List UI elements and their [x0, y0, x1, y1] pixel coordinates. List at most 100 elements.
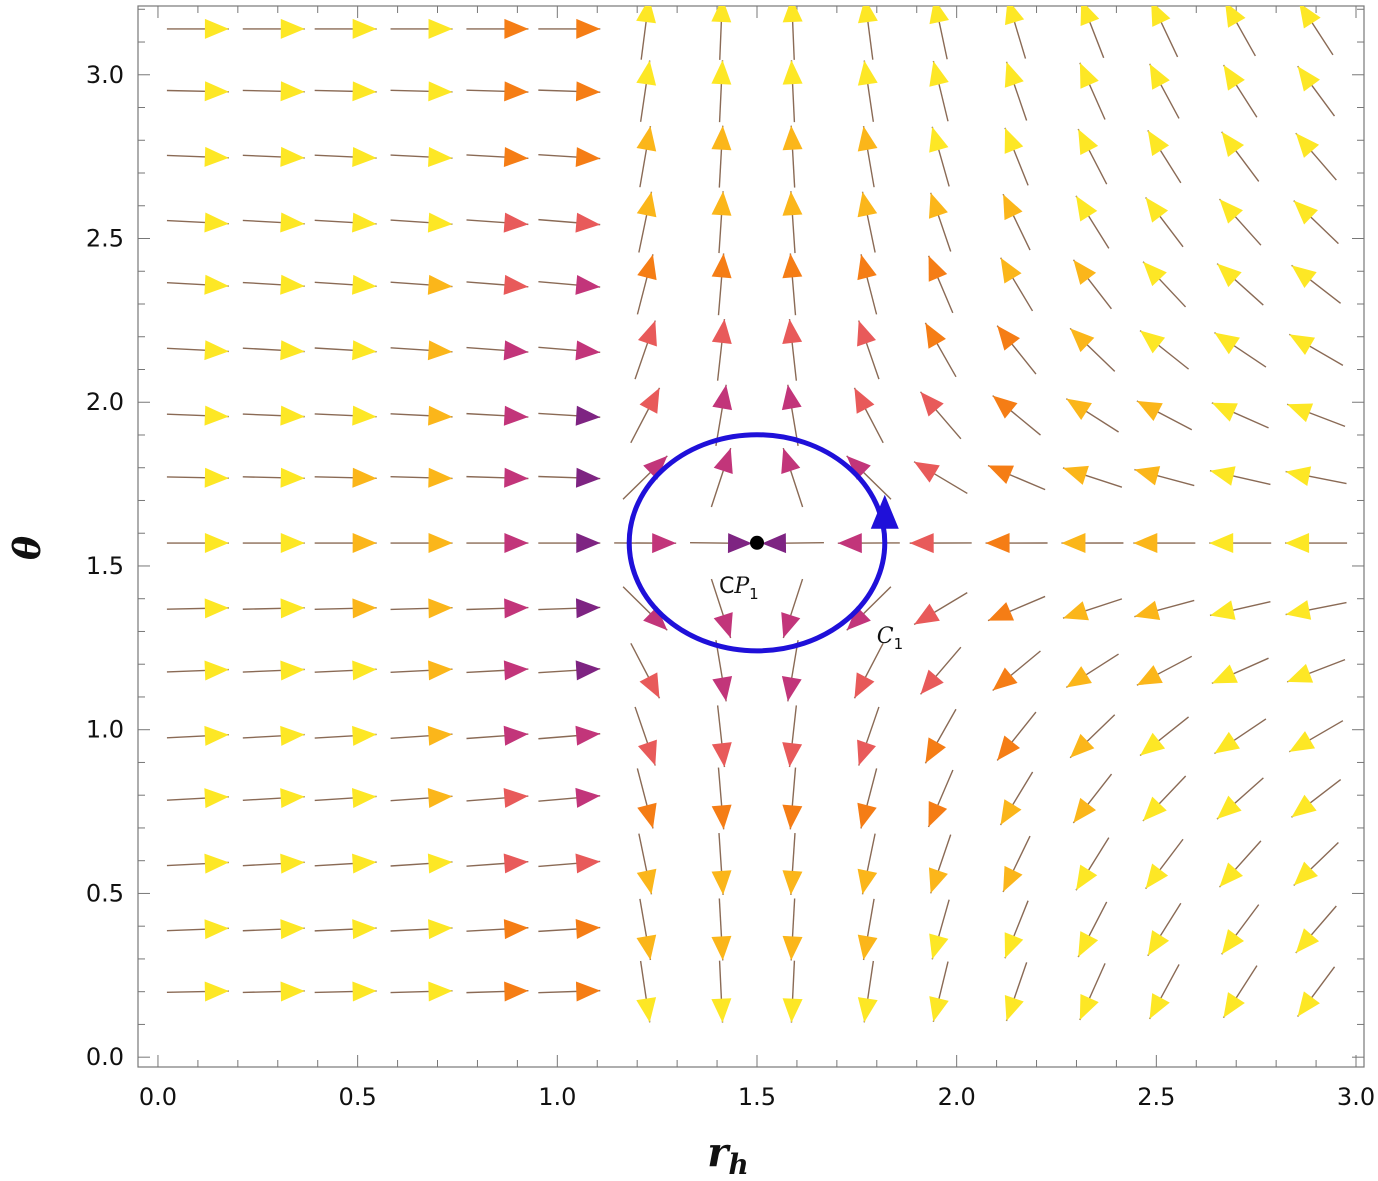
field-arrow — [314, 146, 377, 167]
field-arrow — [781, 640, 802, 702]
field-arrow — [614, 533, 677, 554]
field-arrow — [466, 467, 529, 488]
field-arrow — [390, 274, 453, 295]
field-arrow — [622, 455, 668, 500]
field-arrow — [166, 788, 229, 809]
field-arrow — [1286, 403, 1346, 428]
field-arrow — [846, 586, 892, 631]
field-arrow — [314, 340, 377, 361]
field-arrow — [1142, 775, 1187, 822]
field-arrow — [466, 147, 529, 168]
field-arrow — [314, 919, 377, 940]
field-arrow — [1134, 599, 1195, 621]
field-arrow — [781, 578, 804, 639]
field-arrow — [782, 253, 803, 316]
field-arrow — [1291, 779, 1342, 818]
x-tick-label: 0.0 — [139, 1083, 177, 1111]
field-arrow — [1149, 63, 1180, 119]
contour-loop — [626, 432, 888, 654]
field-arrow — [1072, 259, 1112, 310]
vector-arrows — [166, 6, 1348, 1023]
field-arrow — [538, 147, 601, 168]
field-arrow — [913, 591, 968, 626]
field-arrow — [166, 274, 229, 295]
field-arrow — [166, 146, 229, 167]
y-tick-labels: 0.0 0.5 1.0 1.5 2.0 2.5 3.0 — [86, 61, 124, 1071]
field-arrow — [466, 81, 529, 102]
field-arrow — [1218, 840, 1262, 888]
field-arrow — [999, 771, 1034, 826]
field-arrow — [1209, 466, 1271, 486]
field-arrow — [466, 660, 529, 681]
field-arrow — [781, 447, 804, 508]
field-arrow — [1288, 333, 1344, 366]
field-arrow — [314, 18, 377, 39]
field-arrow — [1293, 841, 1339, 886]
field-arrow — [781, 384, 802, 447]
field-arrow — [782, 318, 803, 381]
x-tick-label: 2.0 — [938, 1083, 976, 1111]
field-arrow — [1214, 332, 1267, 368]
field-arrow — [929, 126, 950, 187]
contour-direction-arrow — [870, 494, 899, 529]
field-arrow — [1222, 965, 1258, 1019]
field-arrow — [242, 660, 305, 681]
field-arrow — [630, 642, 661, 699]
field-arrow — [1216, 263, 1264, 306]
field-arrow — [166, 598, 229, 619]
field-arrow — [924, 708, 957, 764]
field-arrow — [690, 533, 753, 554]
field-arrow — [390, 81, 453, 102]
field-arrow — [928, 192, 952, 252]
field-arrow — [466, 18, 529, 39]
field-arrow — [1225, 6, 1256, 57]
field-arrow — [466, 598, 529, 619]
field-arrow — [390, 598, 453, 619]
field-arrow — [712, 640, 733, 702]
field-arrow — [538, 787, 601, 808]
field-arrow — [466, 405, 529, 426]
field-arrow — [996, 325, 1037, 375]
field-arrow — [857, 833, 878, 895]
field-arrow — [710, 447, 733, 508]
field-arrow — [314, 660, 377, 681]
field-arrow — [857, 320, 880, 380]
field-arrow — [919, 646, 962, 695]
field-arrow — [924, 322, 957, 378]
y-tick-label: 2.5 — [86, 225, 124, 253]
field-arrow — [166, 981, 229, 1002]
field-arrow — [538, 725, 601, 746]
field-arrow — [1136, 400, 1193, 431]
field-arrow — [1080, 6, 1105, 59]
field-arrow — [1221, 904, 1260, 955]
field-arrow — [782, 191, 803, 254]
field-arrow — [929, 60, 949, 122]
field-arrow — [1297, 966, 1336, 1017]
field-arrow — [782, 6, 803, 60]
field-arrow — [1288, 720, 1344, 753]
x-tick-label: 2.5 — [1137, 1083, 1175, 1111]
field-arrow — [711, 832, 732, 895]
field-arrow — [166, 660, 229, 681]
field-arrow — [242, 81, 305, 102]
field-arrow — [1061, 533, 1124, 554]
y-tick-label: 0.5 — [86, 879, 124, 907]
field-arrow — [166, 919, 229, 940]
field-arrow — [390, 853, 453, 874]
x-tick-label: 3.0 — [1337, 1083, 1375, 1111]
field-arrow — [636, 833, 657, 895]
field-arrow — [242, 146, 305, 167]
field-arrow — [314, 725, 377, 746]
field-arrow — [929, 961, 949, 1022]
field-arrow — [166, 18, 229, 39]
field-arrow — [636, 898, 657, 961]
field-arrow — [1062, 465, 1123, 488]
field-arrow — [782, 898, 803, 961]
field-arrow — [1139, 330, 1190, 370]
y-axis-title: θ — [7, 536, 49, 560]
field-arrow — [1142, 261, 1187, 308]
field-arrow — [711, 60, 732, 123]
x-tick-label: 0.5 — [339, 1083, 377, 1111]
field-arrow — [1069, 327, 1116, 372]
field-arrow — [630, 387, 661, 444]
